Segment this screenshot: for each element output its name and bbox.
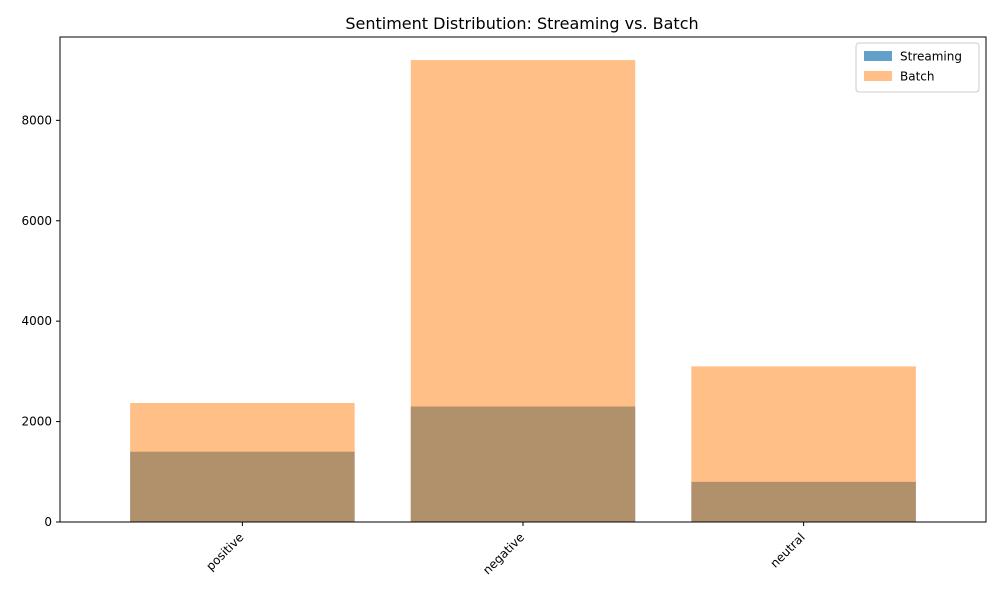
bar-batch-negative [410,60,636,522]
legend-label-batch: Batch [900,70,935,84]
bar-batch-positive [130,403,355,522]
legend-label-streaming: Streaming [900,50,962,64]
bar-batch-neutral [691,366,916,522]
y-tick-label: 4000 [21,314,52,328]
chart-title: Sentiment Distribution: Streaming vs. Ba… [345,14,698,33]
legend-swatch-batch [864,71,892,81]
y-tick-label: 8000 [21,113,52,127]
y-tick-label: 2000 [21,415,52,429]
y-tick-label: 6000 [21,214,52,228]
legend-swatch-streaming [864,51,892,61]
x-tick-label: negative [480,530,527,577]
y-tick-label: 0 [44,515,52,529]
legend: Streaming Batch [855,42,980,93]
x-tick-label: positive [203,530,246,573]
bars-layer [130,60,916,522]
x-tick-label: neutral [767,530,807,570]
